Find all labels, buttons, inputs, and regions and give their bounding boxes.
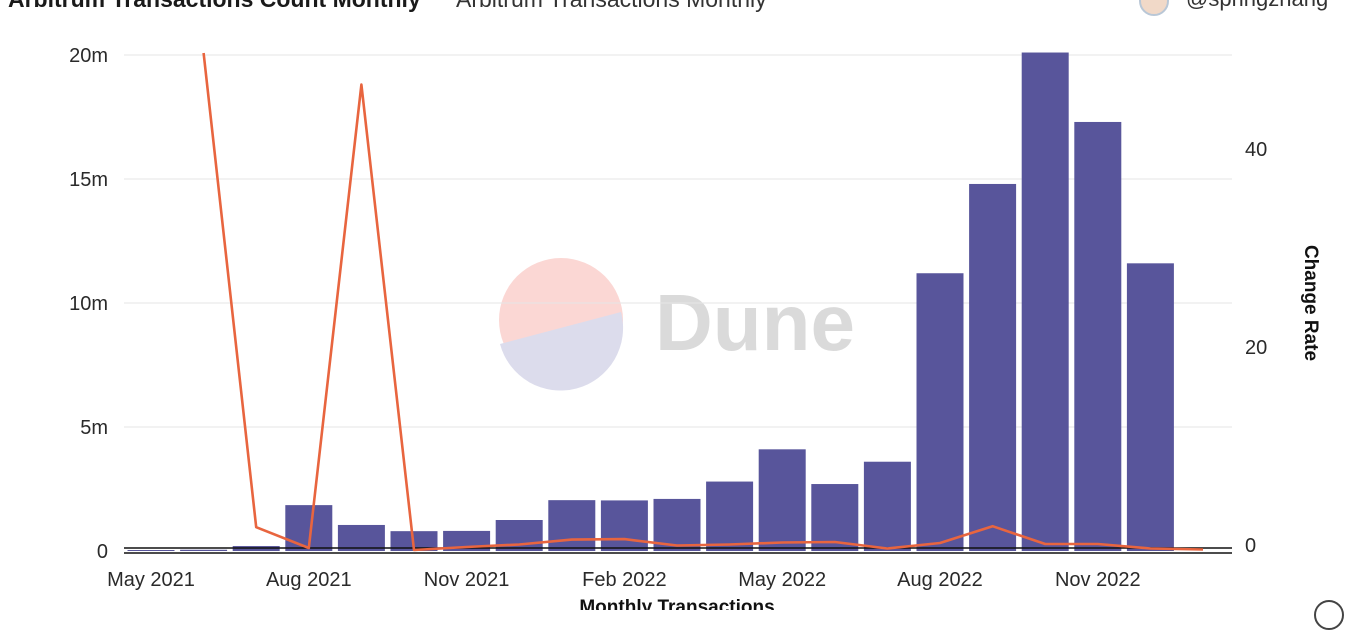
chart-header: Arbitrum Transactions Count Monthly Arbi…	[0, 0, 1354, 18]
bar	[127, 550, 175, 551]
bar	[548, 500, 596, 551]
bar	[706, 481, 754, 551]
bar	[337, 524, 385, 551]
bar-series	[127, 52, 1174, 552]
y2-axis-title: Change Rate	[1300, 245, 1321, 361]
bar	[600, 500, 648, 551]
chart-subtitle: Arbitrum Transactions Monthly	[456, 0, 767, 13]
bar	[916, 273, 964, 551]
y-tick-label: 5m	[80, 417, 108, 439]
y-tick-label: 20m	[69, 45, 108, 67]
x-tick-label: Aug 2022	[897, 569, 983, 591]
y2-tick-label: 40	[1245, 139, 1267, 161]
bar	[758, 449, 806, 551]
y2-tick-label: 20	[1245, 337, 1267, 359]
author-handle[interactable]: @springzhang	[1186, 0, 1328, 12]
y2-tick-label: 0	[1245, 535, 1256, 557]
y-axis-right: 0 20 40	[1245, 139, 1267, 557]
x-tick-label: Nov 2021	[424, 569, 510, 591]
x-tick-label: Nov 2022	[1055, 569, 1141, 591]
bar	[1126, 263, 1174, 551]
x-tick-label: Aug 2021	[266, 569, 352, 591]
bar	[1021, 52, 1069, 552]
x-tick-label: May 2021	[107, 569, 195, 591]
watermark-logo-bottom	[500, 312, 624, 391]
change-rate-line	[202, 52, 1204, 552]
y-tick-label: 0	[97, 541, 108, 563]
change-rate-series	[202, 52, 1204, 552]
y-tick-label: 10m	[69, 293, 108, 315]
bar	[969, 183, 1017, 551]
bar	[1074, 121, 1122, 552]
y-axis-left: 0 5m 10m 15m 20m	[69, 45, 108, 563]
bar	[811, 484, 859, 551]
dune-watermark: Dune	[499, 258, 855, 391]
x-axis: May 2021 Aug 2021 Nov 2021 Feb 2022 May 2022…	[107, 569, 1141, 591]
x-tick-label: Feb 2022	[582, 569, 667, 591]
bar	[863, 461, 911, 551]
chart-title: Arbitrum Transactions Count Monthly	[8, 0, 421, 13]
watermark-text: Dune	[655, 278, 855, 367]
scroll-top-button[interactable]	[1314, 600, 1344, 630]
y-tick-label: 15m	[69, 169, 108, 191]
x-axis-title: Monthly Transactions	[579, 597, 774, 610]
bar	[180, 549, 228, 551]
x-tick-label: May 2022	[738, 569, 826, 591]
chart: Dune 0 5m 10m 15m 20m 0 20 40 May 2021 Aug 2021…	[69, 45, 1321, 610]
